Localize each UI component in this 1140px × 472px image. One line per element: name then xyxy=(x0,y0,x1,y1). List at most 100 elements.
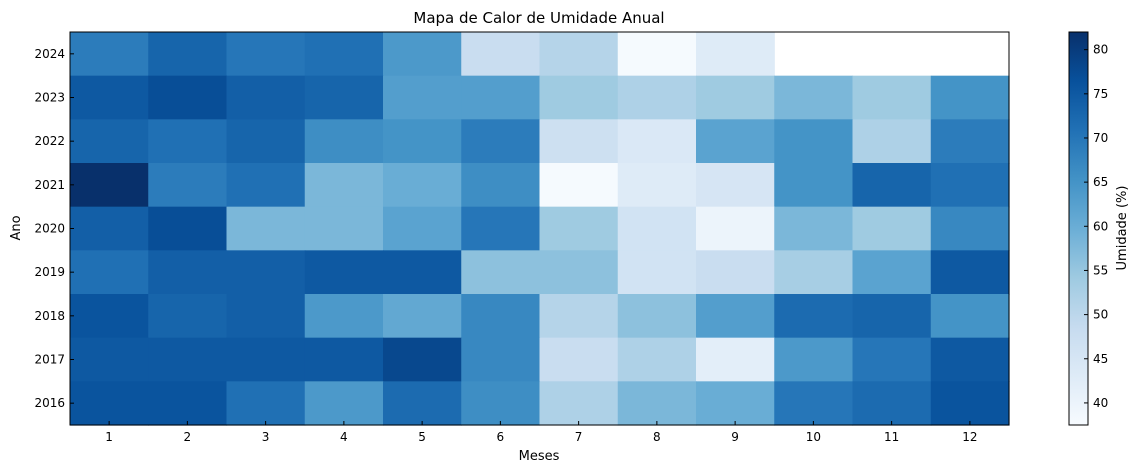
heatmap-cell xyxy=(461,381,541,426)
heatmap-cell xyxy=(383,294,462,339)
heatmap-cell xyxy=(617,294,697,339)
heatmap-cell xyxy=(383,163,462,208)
heatmap-cell xyxy=(617,337,697,382)
heatmap-cell xyxy=(617,250,697,295)
heatmap-cell xyxy=(617,32,697,77)
heatmap-cell xyxy=(539,75,619,120)
heatmap-cell xyxy=(148,381,228,426)
heatmap-cell xyxy=(774,337,854,382)
heatmap-cell xyxy=(383,32,462,77)
y-axis-label: Ano xyxy=(9,215,24,240)
heatmap-cell xyxy=(539,250,619,295)
x-tick-label: 3 xyxy=(262,430,270,444)
heatmap-cell xyxy=(852,381,932,426)
heatmap-cell xyxy=(304,206,384,251)
x-tick-label: 11 xyxy=(884,430,899,444)
heatmap-cell xyxy=(148,75,228,120)
heatmap-cell xyxy=(774,75,854,120)
x-tick-label: 8 xyxy=(653,430,661,444)
heatmap-cell xyxy=(461,294,541,339)
heatmap-cell xyxy=(774,294,854,339)
heatmap-cell xyxy=(70,75,149,120)
heatmap-cell xyxy=(461,206,541,251)
heatmap-cell xyxy=(696,163,775,208)
heatmap-cell xyxy=(461,337,541,382)
heatmap-cell xyxy=(226,381,306,426)
heatmap-cell xyxy=(383,337,462,382)
heatmap-cell xyxy=(383,119,462,164)
heatmap-cell xyxy=(774,250,854,295)
chart-title: Mapa de Calor de Umidade Anual xyxy=(413,9,664,27)
heatmap-cell xyxy=(226,75,306,120)
colorbar-ticks: 40 45 50 55 60 65 70 75 80 xyxy=(1084,43,1108,410)
y-tick-label: 2024 xyxy=(34,47,65,61)
heatmap-cell xyxy=(304,337,384,382)
heatmap-cell xyxy=(461,32,541,77)
x-tick-label: 7 xyxy=(575,430,583,444)
heatmap-cell xyxy=(774,163,854,208)
heatmap-cell xyxy=(148,206,228,251)
heatmap-cell xyxy=(774,381,854,426)
heatmap-cell xyxy=(461,250,541,295)
heatmap-cell xyxy=(539,206,619,251)
colorbar-tick-label: 65 xyxy=(1093,175,1108,189)
heatmap-cell xyxy=(617,381,697,426)
heatmap-cell xyxy=(226,250,306,295)
heatmap-cell xyxy=(696,337,775,382)
heatmap-cells xyxy=(70,32,1010,426)
heatmap-cell xyxy=(226,337,306,382)
heatmap-cell xyxy=(852,163,932,208)
heatmap-cell xyxy=(304,294,384,339)
heatmap-cell xyxy=(696,32,775,77)
x-axis-label: Meses xyxy=(519,449,560,464)
heatmap-cell xyxy=(304,163,384,208)
heatmap-cell xyxy=(852,206,932,251)
heatmap-cell xyxy=(226,32,306,77)
heatmap-cell xyxy=(617,163,697,208)
y-tick-label: 2016 xyxy=(34,396,65,410)
colorbar-tick-label: 75 xyxy=(1093,87,1108,101)
heatmap-cell xyxy=(930,75,1010,120)
heatmap-cell xyxy=(70,163,149,208)
y-tick-label: 2021 xyxy=(34,178,65,192)
heatmap-cell xyxy=(70,381,149,426)
heatmap-cell xyxy=(930,381,1010,426)
heatmap-cell xyxy=(461,119,541,164)
heatmap-cell xyxy=(539,337,619,382)
colorbar-tick-label: 55 xyxy=(1093,263,1108,277)
heatmap-cell xyxy=(226,294,306,339)
y-axis-ticks: 2024 2023 2022 2021 2020 2019 2018 2017 2016 xyxy=(34,47,74,410)
x-tick-label: 12 xyxy=(962,430,977,444)
y-tick-label: 2018 xyxy=(34,309,65,323)
heatmap-cell xyxy=(696,119,775,164)
heatmap-cell xyxy=(70,119,149,164)
heatmap-cell xyxy=(304,119,384,164)
heatmap-cell xyxy=(696,294,775,339)
heatmap-cell xyxy=(696,206,775,251)
heatmap-cell xyxy=(70,294,149,339)
colorbar-tick-label: 60 xyxy=(1093,219,1108,233)
heatmap-cell xyxy=(148,119,228,164)
colorbar-tick-label: 50 xyxy=(1093,308,1108,322)
heatmap-cell xyxy=(539,163,619,208)
heatmap-cell xyxy=(70,337,149,382)
heatmap-cell xyxy=(539,32,619,77)
x-tick-label: 2 xyxy=(184,430,192,444)
heatmap-cell xyxy=(852,119,932,164)
heatmap-cell xyxy=(617,119,697,164)
x-tick-label: 10 xyxy=(806,430,821,444)
heatmap-cell xyxy=(852,75,932,120)
colorbar-tick-label: 45 xyxy=(1093,352,1108,366)
heatmap-cell xyxy=(226,119,306,164)
colorbar xyxy=(1068,31,1089,426)
colorbar-tick-label: 70 xyxy=(1093,131,1108,145)
heatmap-cell xyxy=(930,250,1010,295)
y-tick-label: 2022 xyxy=(34,134,65,148)
x-tick-label: 5 xyxy=(418,430,426,444)
heatmap-cell xyxy=(304,75,384,120)
heatmap-cell xyxy=(70,32,149,77)
heatmap-cell xyxy=(226,163,306,208)
heatmap-cell xyxy=(148,163,228,208)
heatmap-cell xyxy=(304,32,384,77)
